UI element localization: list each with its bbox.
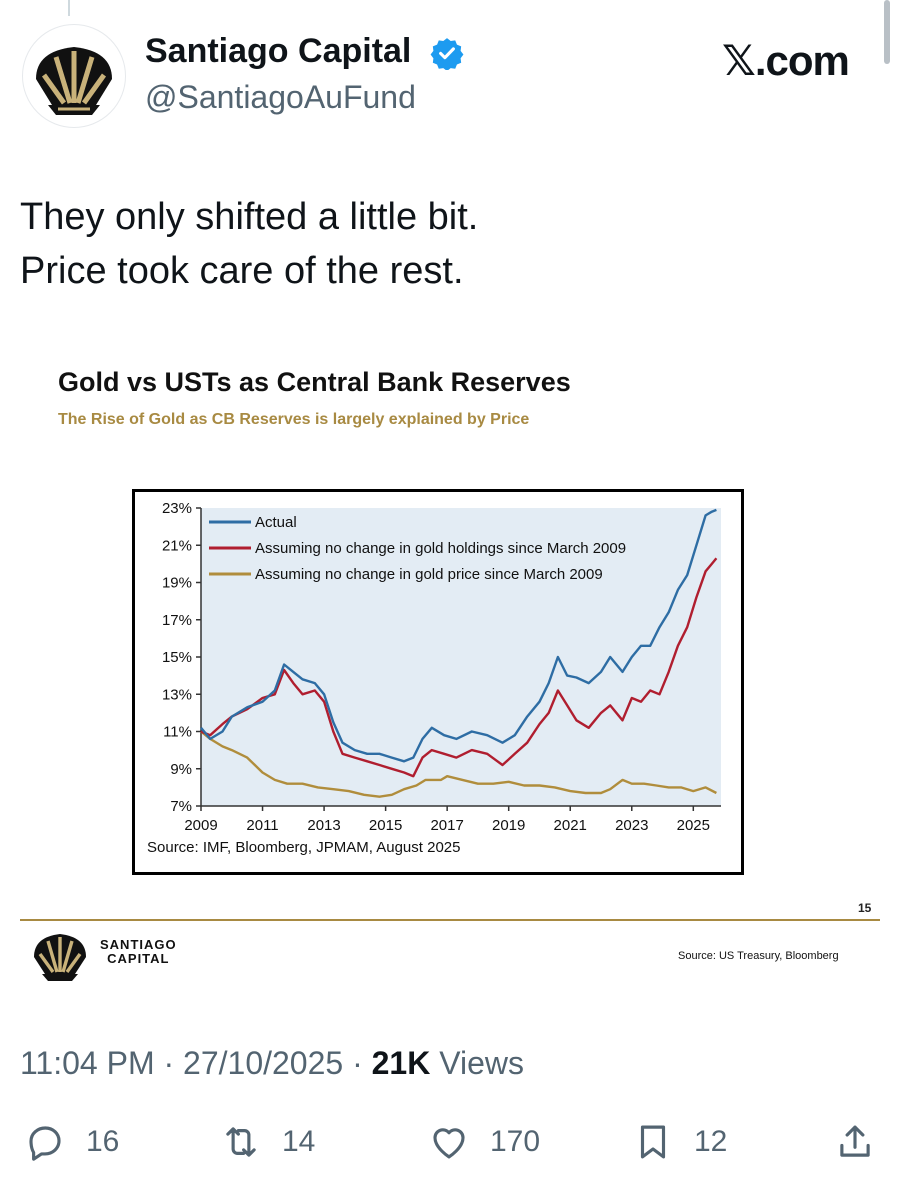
slide-page-number: 15: [858, 901, 872, 915]
author-display-name[interactable]: Santiago Capital: [145, 32, 412, 70]
bookmark-button[interactable]: 12: [632, 1120, 727, 1164]
santiago-logo-icon: [34, 934, 86, 981]
legend-label: Assuming no change in gold holdings sinc…: [255, 540, 626, 557]
x-tick-label: 2021: [554, 817, 587, 834]
y-tick-label: 21%: [162, 537, 192, 554]
footer-brand-line: CAPITAL: [107, 951, 170, 966]
x-tick-label: 2013: [307, 817, 340, 834]
series-line: [200, 730, 717, 798]
reply-count: 16: [86, 1125, 120, 1158]
series-line: [200, 557, 718, 778]
y-tick-label: 9%: [170, 761, 192, 778]
author-handle[interactable]: @SantiagoAuFund: [145, 79, 416, 115]
y-tick-label: 13%: [162, 686, 192, 703]
x-tick-label: 2015: [369, 817, 402, 834]
chart-source-note: Source: IMF, Bloomberg, JPMAM, August 20…: [147, 839, 460, 856]
repost-icon: [226, 1127, 256, 1157]
scrollbar[interactable]: [884, 0, 890, 64]
separator-dot: ·: [163, 1045, 184, 1081]
bookmark-count: 12: [694, 1125, 728, 1158]
series-line: [200, 508, 717, 763]
share-icon: [840, 1125, 870, 1157]
x-tick-label: 2023: [615, 817, 648, 834]
y-tick-label: 23%: [162, 500, 192, 517]
repost-count: 14: [282, 1125, 316, 1158]
post-text: They only shifted a little bit. Price to…: [20, 190, 478, 298]
repost-button[interactable]: 14: [220, 1120, 315, 1164]
like-count: 170: [490, 1125, 541, 1158]
separator-dot: ·: [352, 1045, 372, 1081]
views-label: Views: [439, 1045, 524, 1081]
post-time[interactable]: 11:04 PM: [20, 1045, 155, 1081]
like-button[interactable]: 170: [428, 1120, 540, 1164]
legend-label: Assuming no change in gold price since M…: [255, 566, 603, 583]
heart-icon: [433, 1128, 465, 1159]
author-avatar[interactable]: [22, 24, 126, 128]
action-bar: 16 14 170 12: [0, 1112, 900, 1172]
slide-title: Gold vs USTs as Central Bank Reserves: [58, 367, 571, 397]
reply-icon: [29, 1126, 61, 1161]
post-meta: 11:04 PM · 27/10/2025 · 21K Views: [20, 1045, 524, 1082]
share-button[interactable]: [834, 1120, 876, 1164]
y-tick-label: 17%: [162, 612, 192, 629]
post-media-slide[interactable]: Gold vs USTs as Central Bank Reserves Th…: [20, 345, 880, 995]
reply-button[interactable]: 16: [24, 1120, 119, 1164]
slide-footer-brand: SANTIAGO CAPITAL: [100, 938, 177, 966]
y-tick-label: 7%: [170, 798, 192, 815]
slide-subtitle: The Rise of Gold as CB Reserves is large…: [58, 411, 530, 428]
line-chart: 7% 9% 11% 13% 15% 17% 19% 21% 23% 2009 2011 2013 201…: [147, 500, 721, 856]
x-tick-label: 2017: [430, 817, 463, 834]
post-text-line: They only shifted a little bit.: [20, 196, 479, 238]
slide-footer-rule: [20, 919, 880, 921]
y-tick-label: 15%: [162, 649, 192, 666]
scallop-logo-icon: [36, 47, 112, 115]
views-count: 21K: [371, 1045, 431, 1081]
x-tick-label: 2011: [246, 817, 278, 834]
post-date[interactable]: 27/10/2025: [183, 1045, 344, 1081]
verified-badge-icon: [430, 38, 464, 70]
chart-frame: 7% 9% 11% 13% 15% 17% 19% 21% 23% 2009 2011 2013 201…: [132, 489, 744, 875]
slide-footer-source: Source: US Treasury, Bloomberg: [678, 950, 839, 962]
top-divider-mark: [68, 0, 70, 16]
y-tick-label: 19%: [162, 575, 192, 592]
x-tick-label: 2009: [184, 817, 217, 834]
post-text-line: Price took care of the rest.: [20, 250, 464, 292]
x-tick-label: 2025: [677, 817, 710, 834]
x-tick-label: 2019: [492, 817, 525, 834]
bookmark-icon: [640, 1125, 666, 1159]
x-brand-watermark: 𝕏.com: [722, 37, 850, 84]
legend-label: Actual: [255, 514, 297, 531]
footer-brand-line: SANTIAGO: [100, 937, 177, 952]
y-tick-label: 11%: [163, 724, 192, 741]
